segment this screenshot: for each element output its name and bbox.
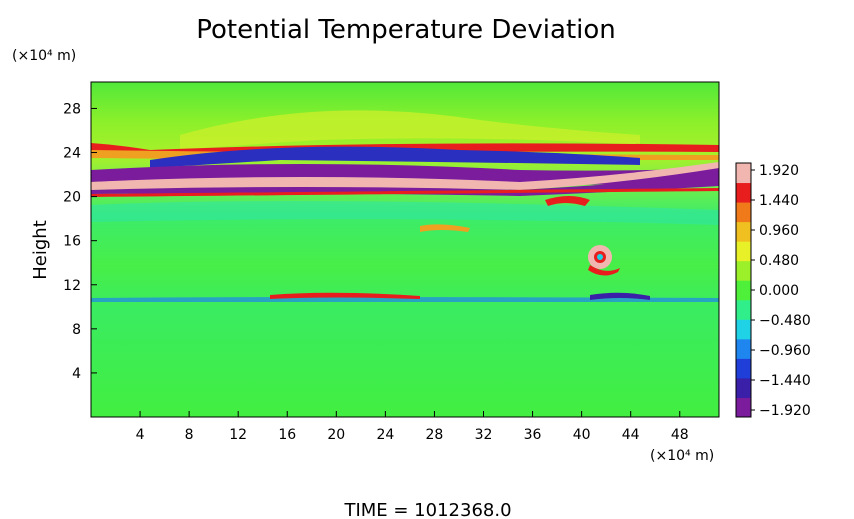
colorbar-swatch (736, 358, 751, 379)
plot-frame (90, 81, 720, 418)
colorbar (735, 162, 752, 418)
colorbar-tick-label: −0.960 (759, 343, 811, 359)
x-tick-label: 12 (229, 427, 247, 443)
colorbar-swatch (736, 299, 751, 320)
colorbar-swatch (736, 202, 751, 223)
heatmap-red-streak (545, 196, 590, 206)
x-tick-label: 32 (475, 427, 493, 443)
y-axis-ticks: 4 8 12 16 20 24 28 (63, 101, 97, 382)
heatmap-plot (91, 82, 719, 417)
colorbar-swatch (736, 280, 751, 301)
colorbar-swatch (736, 338, 751, 359)
y-axis-label: Height (30, 220, 51, 280)
x-tick-label: 8 (185, 427, 194, 443)
heatmap-red-line (91, 188, 719, 197)
colorbar-swatch (736, 182, 751, 203)
colorbar-swatch (736, 260, 751, 281)
colorbar-ticks: 1.920 1.440 0.960 0.480 0.000 −0.480 −0.960 −1.… (751, 163, 811, 419)
colorbar-tick-label: −1.920 (759, 403, 811, 419)
heatmap-blue-band (150, 146, 640, 168)
x-tick-label: 48 (671, 427, 689, 443)
time-label: TIME = 1012368.0 (343, 500, 511, 519)
colorbar-tick-label: 0.000 (759, 283, 799, 299)
y-tick-label: 16 (63, 234, 81, 250)
heatmap-vortex-core (597, 254, 603, 260)
colorbar-swatch (736, 241, 751, 262)
x-tick-label: 36 (524, 427, 542, 443)
x-tick-label: 4 (136, 427, 145, 443)
x-tick-label: 24 (376, 427, 394, 443)
y-axis-unit: (×10⁴ m) (12, 48, 76, 64)
y-tick-label: 8 (72, 322, 81, 338)
heatmap-cyan-region (91, 201, 719, 225)
colorbar-tick-label: 1.920 (759, 163, 799, 179)
colorbar-swatch (736, 397, 751, 418)
x-axis-ticks: 4 8 12 16 20 24 28 32 36 40 44 48 (136, 411, 689, 443)
colorbar-swatch (736, 377, 751, 398)
x-tick-label: 20 (327, 427, 345, 443)
y-tick-label: 20 (63, 190, 81, 206)
heatmap-pink-band (91, 162, 719, 190)
colorbar-swatch (736, 221, 751, 242)
heatmap-dark-spots (590, 292, 650, 300)
x-tick-label: 40 (573, 427, 591, 443)
heatmap-warm-streak (420, 224, 470, 232)
y-tick-label: 4 (72, 366, 81, 382)
heatmap-red-layer (270, 292, 420, 299)
y-tick-label: 28 (63, 101, 81, 117)
colorbar-swatch (736, 163, 751, 184)
y-tick-label: 24 (63, 146, 81, 162)
heatmap-vortex-tail (588, 265, 620, 276)
chart-title: Potential Temperature Deviation (196, 15, 616, 45)
heatmap-blue-layer (91, 297, 719, 302)
colorbar-tick-label: 0.960 (759, 223, 799, 239)
heatmap-yellow-region (180, 110, 640, 150)
colorbar-tick-label: 0.480 (759, 253, 799, 269)
x-tick-label: 28 (426, 427, 444, 443)
colorbar-tick-label: −1.440 (759, 373, 811, 389)
y-tick-label: 12 (63, 278, 81, 294)
colorbar-tick-label: −0.480 (759, 313, 811, 329)
x-axis-unit: (×10⁴ m) (650, 448, 714, 464)
x-tick-label: 44 (622, 427, 640, 443)
colorbar-tick-label: 1.440 (759, 193, 799, 209)
colorbar-swatch (736, 319, 751, 340)
x-tick-label: 16 (278, 427, 296, 443)
